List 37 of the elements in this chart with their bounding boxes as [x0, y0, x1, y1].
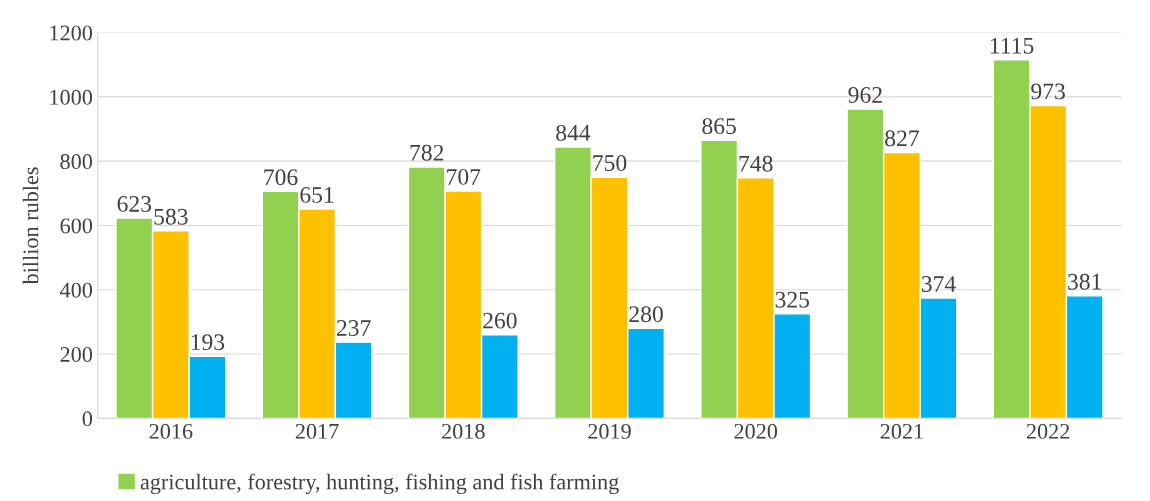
y-tick-label: 1000 — [50, 89, 93, 105]
y-tick-label: 600 — [60, 218, 93, 234]
y-tick-label: 400 — [59, 282, 93, 298]
legend-label: agriculture, forestry, hunting, fishing and fish farming — [140, 473, 619, 495]
y-tick-label: 0 — [82, 411, 93, 427]
data-label: 260 — [483, 312, 517, 329]
data-label: 651 — [300, 187, 334, 203]
data-label: 782 — [410, 144, 444, 161]
x-tick-label: 2018 — [442, 423, 485, 439]
data-label: 280 — [629, 306, 663, 323]
y-tick-label: 200 — [60, 346, 93, 362]
data-label: 193 — [191, 334, 225, 351]
data-label: 827 — [885, 130, 919, 147]
x-tick-label: 2019 — [588, 423, 631, 439]
x-tick-label: 2017 — [295, 423, 339, 439]
data-label: 973 — [1031, 83, 1065, 100]
y-tick-label: 800 — [60, 154, 93, 170]
x-tick-label: 2020 — [734, 423, 778, 439]
data-label: 1115 — [990, 37, 1034, 54]
data-label: 237 — [336, 320, 371, 336]
data-label: 962 — [848, 87, 882, 103]
data-label: 381 — [1068, 273, 1101, 290]
data-label: 865 — [702, 118, 736, 135]
data-label: 706 — [264, 169, 298, 186]
data-label: 623 — [117, 196, 152, 212]
data-label: 707 — [447, 168, 481, 185]
data-label: 844 — [556, 124, 591, 141]
y-axis-title: billion rubles — [22, 167, 39, 285]
data-label: 750 — [593, 155, 627, 172]
y-tick-label: 1200 — [50, 25, 93, 41]
x-tick-label: 2016 — [149, 423, 193, 439]
data-label: 374 — [921, 276, 956, 292]
data-label: 583 — [154, 208, 188, 225]
data-label: 748 — [739, 155, 773, 172]
x-tick-label: 2022 — [1026, 423, 1070, 439]
data-label: 325 — [775, 291, 810, 308]
x-tick-label: 2021 — [880, 423, 923, 439]
